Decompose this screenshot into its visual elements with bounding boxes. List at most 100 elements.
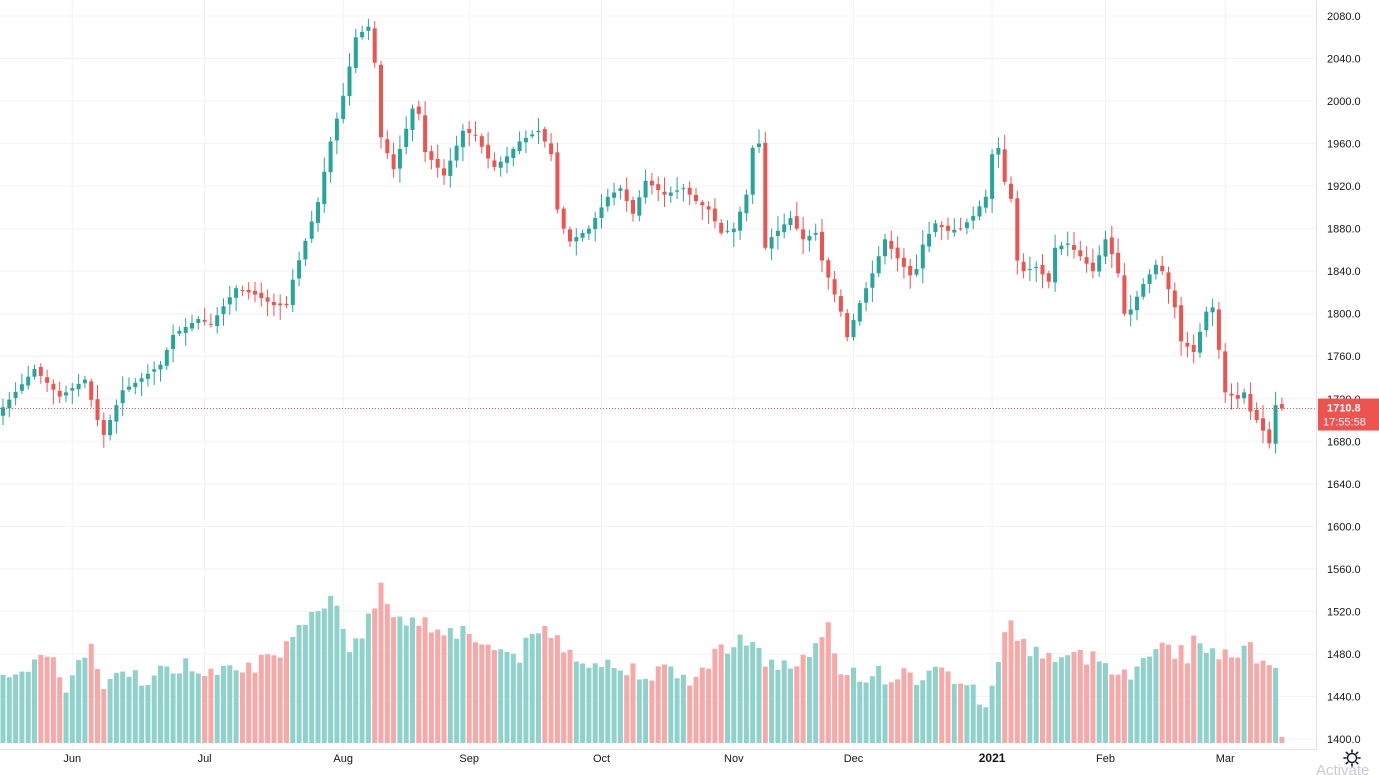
volume-bar [1247,642,1253,743]
candle-body [208,323,213,325]
volume-bar [1084,664,1090,743]
candle-body [366,26,371,31]
volume-bar [687,685,693,743]
candle-body [1027,269,1032,271]
candle-body [712,208,717,222]
candle-body [1122,275,1127,314]
volume-bar [542,625,548,743]
volume-bar [340,628,346,743]
time-axis[interactable]: Jun Jul Aug Sep Oct Nov Dec 2021 Feb Mar [63,751,1235,765]
volume-bar [416,625,422,743]
candle-body [1097,255,1102,272]
candle-body [1172,290,1177,308]
volume-bar [964,685,970,743]
candle-body [416,106,421,114]
volume-bar [1235,657,1241,743]
volume-bar [1140,658,1146,743]
candle-body [1198,331,1202,353]
settings-button[interactable] [1343,749,1361,767]
volume-bar [6,677,12,743]
volume-bar [769,659,775,743]
volume-bar [0,674,6,743]
volume-bar [158,665,163,743]
candle-body [410,108,415,130]
volume-bar [63,692,69,743]
candle-body [1015,198,1020,261]
candle-body [1116,252,1121,274]
volume-bar [1052,661,1058,743]
candle-body [662,191,667,195]
volume-bar [170,673,176,743]
candle-body [580,232,585,238]
time-tick-label: 2021 [979,751,1006,765]
volume-bar [636,679,642,743]
candle-body [1248,394,1253,412]
candle-body [725,230,730,232]
candle-body [467,129,472,133]
volume-bar [1071,651,1077,743]
volume-bar [536,633,541,743]
candle-body [196,319,201,324]
volume-bar [1279,736,1285,743]
volume-bar [1191,635,1197,743]
candle-body [145,373,150,379]
volume-bar [970,684,976,743]
volume-bar [365,613,371,743]
candle-body [958,228,963,230]
candle-body [706,206,711,210]
volume-bar [1046,652,1052,743]
volume-bar [183,658,189,743]
volume-bar [25,671,31,743]
volume-bar [498,649,504,743]
candle-body [813,232,818,235]
volume-bar [460,625,466,743]
volume-bar [466,633,472,743]
candle-body [89,381,94,400]
candle-body [19,384,24,391]
candle-body [788,218,793,226]
volume-bar [882,684,888,743]
candle-body [82,379,87,384]
volume-bar [1254,663,1260,743]
candle-body [574,237,579,242]
candle-body [983,196,988,208]
candle-body [750,147,755,195]
candle-body [1141,283,1146,297]
volume-bar [176,673,182,743]
volume-bar [775,669,781,743]
volume-bar [907,672,913,743]
candle-body [171,334,176,350]
volume-bar [504,651,510,743]
volume-bar [649,680,655,743]
candle-body [1242,392,1247,399]
candle-body [404,128,409,148]
candle-body [64,392,68,396]
volume-bar [44,656,50,743]
candle-body [1261,418,1265,431]
volume-bar [101,689,107,743]
volume-bar [832,653,838,743]
candle-body [202,319,207,322]
candle-body [190,323,194,329]
volume-bar [1109,674,1115,743]
candle-body [889,240,894,249]
volume-bar [932,666,938,743]
candle-body [240,290,245,292]
candle-body [586,228,591,234]
candle-body [643,180,648,198]
candle-body [397,148,402,169]
volume-bar [1273,667,1279,743]
price-axis[interactable]: 1400.0 1440.0 1480.0 1520.0 1560.0 1600.0 1640… [1327,11,1361,746]
volume-bar [718,644,724,743]
candle-body [492,160,497,167]
price-tick-label: 2080.0 [1327,11,1361,23]
candle-body [687,187,692,195]
candle-body [1229,393,1234,396]
volume-bar [806,656,812,743]
volume-bar [82,657,88,743]
volume-bar [227,665,233,743]
volume-bar [422,617,428,743]
volume-bar [1115,674,1121,743]
candle-body [568,229,572,242]
